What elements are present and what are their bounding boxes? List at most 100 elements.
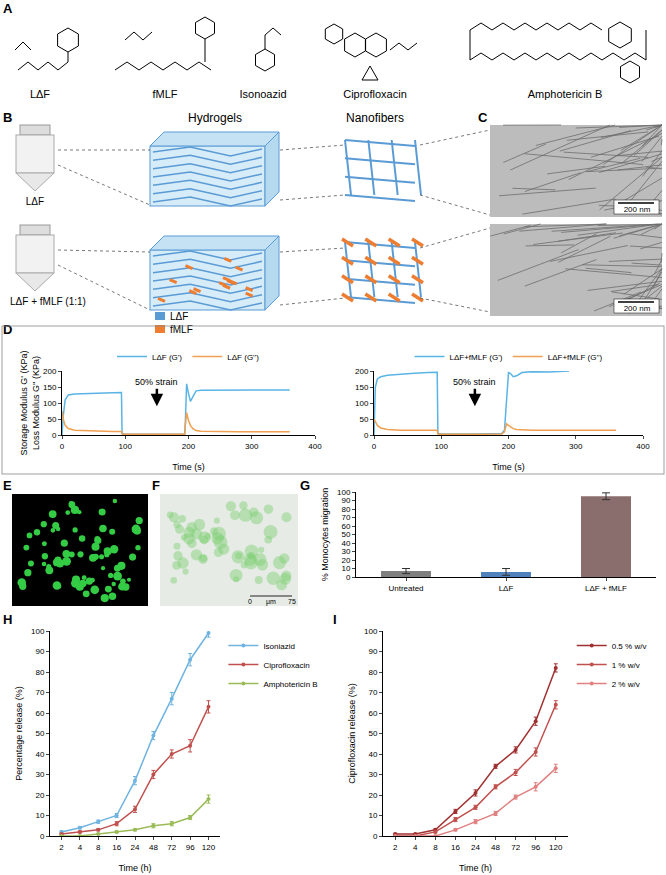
svg-text:0: 0	[248, 598, 252, 605]
svg-text:0: 0	[60, 442, 65, 451]
svg-text:75: 75	[288, 598, 296, 605]
svg-text:60: 60	[35, 709, 44, 718]
svg-text:4: 4	[78, 843, 83, 852]
svg-text:D: D	[3, 322, 12, 337]
svg-text:Nanofibers: Nanofibers	[346, 111, 404, 125]
svg-text:10: 10	[341, 564, 350, 573]
svg-text:150: 150	[43, 383, 57, 392]
svg-text:2 % w/v: 2 % w/v	[612, 680, 640, 689]
svg-text:50: 50	[359, 415, 368, 424]
svg-text:Ciprofloxacin: Ciprofloxacin	[343, 88, 407, 100]
svg-text:Percentage release (%): Percentage release (%)	[14, 686, 24, 781]
svg-text:LΔF + fMLF (1:1): LΔF + fMLF (1:1)	[10, 296, 86, 307]
svg-text:0: 0	[346, 573, 351, 582]
svg-text:2: 2	[59, 843, 64, 852]
svg-text:96: 96	[186, 843, 195, 852]
svg-text:72: 72	[167, 843, 176, 852]
svg-text:16: 16	[112, 843, 121, 852]
svg-text:120: 120	[549, 843, 563, 852]
svg-text:90: 90	[368, 647, 377, 656]
svg-text:200: 200	[355, 367, 369, 376]
svg-text:96: 96	[531, 843, 540, 852]
svg-text:40: 40	[368, 750, 377, 759]
svg-text:Hydrogels: Hydrogels	[188, 111, 242, 125]
svg-text:0: 0	[373, 832, 378, 841]
svg-text:24: 24	[471, 843, 480, 852]
svg-text:Ciprofloxacin: Ciprofloxacin	[263, 661, 309, 670]
svg-text:100: 100	[337, 488, 351, 497]
svg-text:70: 70	[341, 513, 350, 522]
svg-text:400: 400	[636, 442, 650, 451]
svg-text:1 % w/v: 1 % w/v	[612, 661, 640, 670]
svg-text:48: 48	[149, 843, 158, 852]
svg-text:100: 100	[31, 627, 45, 636]
svg-text:0.5 % w/v: 0.5 % w/v	[612, 642, 647, 651]
svg-text:Time (h): Time (h)	[118, 863, 151, 873]
svg-text:50: 50	[47, 415, 56, 424]
svg-text:B: B	[3, 110, 12, 125]
svg-text:200 nm: 200 nm	[624, 205, 651, 214]
svg-text:80: 80	[368, 668, 377, 677]
svg-text:90: 90	[341, 496, 350, 505]
svg-text:30: 30	[341, 547, 350, 556]
svg-text:20: 20	[35, 791, 44, 800]
svg-text:Amphotericin B: Amphotericin B	[528, 88, 603, 100]
svg-text:50% strain: 50% strain	[453, 377, 496, 387]
svg-text:0: 0	[52, 431, 57, 440]
svg-text:A: A	[3, 1, 13, 16]
svg-text:50% strain: 50% strain	[135, 377, 178, 387]
svg-text:Time (h): Time (h)	[459, 863, 492, 873]
svg-text:200: 200	[502, 442, 516, 451]
svg-text:30: 30	[368, 770, 377, 779]
svg-text:E: E	[3, 478, 12, 493]
svg-text:LΔF (G'): LΔF (G')	[152, 353, 182, 362]
svg-text:LΔF (G''): LΔF (G'')	[227, 353, 259, 362]
svg-text:100: 100	[119, 442, 133, 451]
svg-text:150: 150	[355, 383, 369, 392]
svg-text:G: G	[300, 478, 310, 493]
svg-text:LΔF: LΔF	[30, 88, 50, 100]
svg-text:Isoniazid: Isoniazid	[263, 642, 295, 651]
svg-text:200: 200	[43, 367, 57, 376]
svg-text:Untreated: Untreated	[388, 584, 423, 593]
svg-text:LΔF+fMLF (G''): LΔF+fMLF (G'')	[548, 353, 603, 362]
svg-text:4: 4	[413, 843, 418, 852]
svg-text:Isonoazid: Isonoazid	[239, 88, 286, 100]
svg-text:8: 8	[96, 843, 101, 852]
svg-text:C: C	[478, 110, 488, 125]
svg-text:50: 50	[35, 729, 44, 738]
svg-text:100: 100	[435, 442, 449, 451]
svg-text:100: 100	[43, 399, 57, 408]
svg-text:% Monocytes migration: % Monocytes migration	[320, 488, 330, 582]
svg-text:0: 0	[372, 442, 377, 451]
svg-text:20: 20	[368, 791, 377, 800]
svg-text:Time (s): Time (s)	[492, 462, 525, 472]
svg-text:Amphotericin B: Amphotericin B	[263, 680, 317, 689]
svg-text:200 nm: 200 nm	[624, 304, 651, 313]
svg-text:16: 16	[451, 843, 460, 852]
svg-text:8: 8	[433, 843, 438, 852]
svg-text:24: 24	[131, 843, 140, 852]
svg-text:LΔF+fMLF (G'): LΔF+fMLF (G')	[450, 353, 503, 362]
svg-text:Time (s): Time (s)	[172, 462, 205, 472]
svg-text:20: 20	[341, 556, 350, 565]
svg-text:I: I	[333, 612, 337, 627]
svg-text:70: 70	[368, 688, 377, 697]
svg-text:2: 2	[393, 843, 398, 852]
svg-text:Ciprofloxacin release (%): Ciprofloxacin release (%)	[347, 683, 357, 784]
svg-text:10: 10	[368, 811, 377, 820]
svg-text:70: 70	[35, 688, 44, 697]
svg-text:40: 40	[341, 539, 350, 548]
svg-text:400: 400	[308, 442, 322, 451]
svg-text:Storage Modulus G' (KPa)Loss M: Storage Modulus G' (KPa)Loss Modulus G''…	[19, 351, 41, 456]
svg-text:300: 300	[245, 442, 259, 451]
svg-text:H: H	[3, 612, 12, 627]
svg-text:60: 60	[368, 709, 377, 718]
svg-text:LΔF: LΔF	[499, 584, 514, 593]
svg-text:fMLF: fMLF	[152, 88, 177, 100]
svg-text:μm: μm	[266, 598, 276, 606]
svg-text:30: 30	[35, 770, 44, 779]
svg-text:LΔF + fMLF: LΔF + fMLF	[585, 584, 627, 593]
svg-text:100: 100	[355, 399, 369, 408]
svg-text:80: 80	[35, 668, 44, 677]
